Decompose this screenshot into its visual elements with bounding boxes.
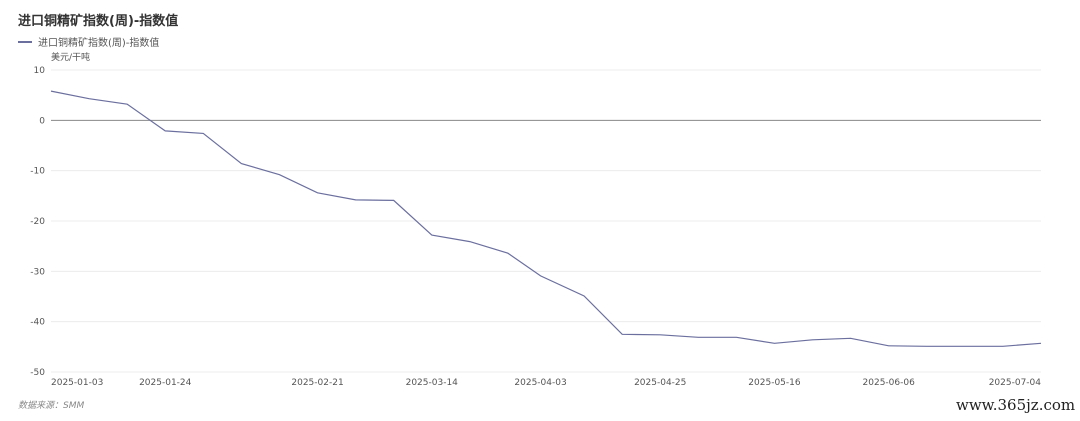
watermark: www.365jz.com	[956, 396, 1076, 414]
x-tick-label: 2025-04-03	[514, 378, 566, 388]
legend[interactable]: 进口铜精矿指数(周)-指数值	[18, 34, 159, 49]
x-tick-label: 2025-06-06	[863, 378, 916, 388]
y-tick-label: -50	[30, 368, 45, 378]
legend-label: 进口铜精矿指数(周)-指数值	[38, 38, 160, 49]
x-tick-label: 2025-07-04	[989, 378, 1042, 388]
x-tick-label: 2025-02-21	[291, 378, 343, 388]
y-tick-label: 0	[39, 116, 45, 126]
y-tick-label: -10	[30, 167, 45, 177]
x-tick-label: 2025-01-03	[51, 378, 103, 388]
x-tick-label: 2025-04-25	[634, 378, 686, 388]
chart-title: 进口铜精矿指数(周)-指数值	[18, 14, 179, 29]
x-axis-ticks: 2025-01-03 2025-01-24 2025-02-21 2025-03-14…	[51, 378, 1041, 388]
y-axis-ticks: 10 0 -10 -20 -30 -40 -50	[30, 66, 45, 378]
data-source: 数据来源：SMM	[18, 401, 85, 411]
y-tick-label: -30	[30, 267, 45, 277]
y-tick-label: -40	[30, 318, 45, 328]
y-tick-label: -20	[30, 217, 45, 227]
x-tick-label: 2025-05-16	[748, 378, 801, 388]
x-tick-label: 2025-03-14	[406, 378, 459, 388]
y-axis-unit: 美元/干吨	[51, 53, 91, 63]
series-line[interactable]	[50, 90, 1042, 347]
x-tick-label: 2025-01-24	[139, 378, 192, 388]
y-tick-label: 10	[34, 66, 46, 76]
grid-lines	[51, 69, 1041, 373]
series-group	[50, 90, 1042, 347]
legend-swatch	[18, 40, 32, 43]
